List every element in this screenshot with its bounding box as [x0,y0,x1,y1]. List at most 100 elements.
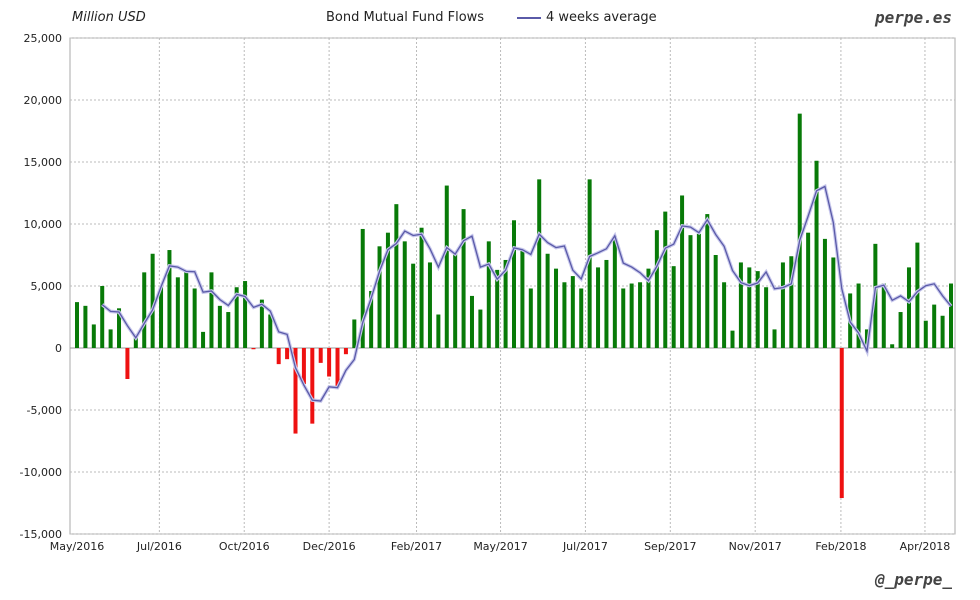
bar [495,269,500,348]
bar [696,233,701,348]
bar [915,242,920,348]
bar [839,348,844,499]
y-tick-label: -5,000 [27,404,62,417]
bar [906,267,911,348]
bar [369,290,374,348]
bar [251,348,256,350]
bar [646,268,651,348]
bar [268,314,273,348]
bar [814,160,819,348]
bar [335,348,340,388]
bar [797,113,802,348]
bar [461,209,466,348]
bar [520,248,525,348]
x-tick-label: Feb/2017 [391,540,442,553]
bar [856,283,861,348]
bar [680,195,685,348]
y-unit-label: Million USD [72,10,146,25]
bar [402,241,407,348]
bar [411,263,416,348]
bar [621,288,626,348]
bar [780,262,785,348]
bar [612,236,617,348]
bar [688,235,693,348]
y-tick-label: 15,000 [24,156,63,169]
brand-label: perpe.es [874,8,952,27]
bar [175,277,180,348]
bar [301,348,306,384]
bar [453,253,458,348]
bar [226,312,231,348]
bar [747,267,752,348]
bar [159,287,164,348]
x-tick-label: Sep/2017 [644,540,696,553]
bar [117,308,122,348]
bar [184,271,189,348]
bar [167,250,172,348]
bar [528,288,533,348]
y-tick-label: 25,000 [24,32,63,45]
bar [579,288,584,348]
bar [596,267,601,348]
chart-title: Bond Mutual Fund Flows [326,10,485,25]
bar [764,287,769,348]
average-line [101,185,952,402]
y-tick-label: 20,000 [24,94,63,107]
bar [537,179,542,348]
bar [638,282,643,348]
x-tick-label: Apr/2018 [900,540,951,553]
handle-label: @_perpe_ [874,570,952,589]
bar [503,259,508,348]
bar [133,334,138,348]
bar [923,320,928,348]
bar [663,211,668,348]
bar [671,266,676,348]
bar [570,276,575,348]
bar [881,283,886,348]
bar [436,314,441,348]
bar [545,253,550,348]
bar [604,259,609,348]
bar [822,238,827,348]
bar [352,319,357,348]
bar [486,241,491,348]
bar [949,283,953,348]
legend-line-swatch [517,17,541,19]
bar [285,348,290,360]
x-tick-label: May/2017 [473,540,527,553]
bar [755,271,760,348]
bar [327,348,332,377]
bar [201,331,206,348]
y-tick-label: 10,000 [24,218,63,231]
bar [890,344,895,348]
bar [142,272,147,348]
bar [469,295,474,348]
bar [75,302,79,348]
bar [83,305,88,348]
bar [125,348,130,379]
bar [629,283,634,348]
bar [705,214,710,348]
bar [209,272,214,348]
bar [713,255,718,348]
bar [192,288,197,348]
bar [932,304,937,348]
bar [831,257,836,348]
bar [360,228,365,348]
x-tick-label: Jul/2016 [136,540,182,553]
bar [234,287,239,348]
bar [898,312,903,348]
y-tick-label: -15,000 [20,528,62,541]
x-tick-label: Dec/2016 [303,540,356,553]
bar [318,348,323,363]
bar [377,246,382,348]
bar [654,230,659,348]
bar [243,281,248,348]
x-tick-label: Jul/2017 [562,540,608,553]
bar [150,253,155,348]
y-tick-label: 0 [55,342,62,355]
y-tick-label: -10,000 [20,466,62,479]
bar [789,256,794,348]
bar [343,348,348,355]
